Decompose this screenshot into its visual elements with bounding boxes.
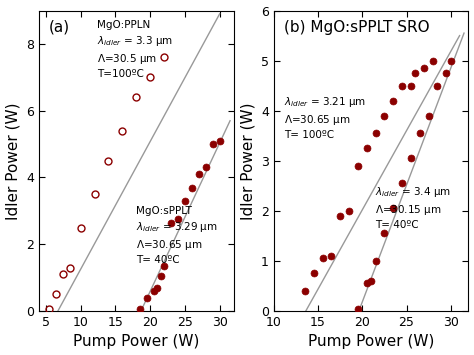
Y-axis label: Idler Power (W): Idler Power (W)	[240, 102, 255, 219]
Text: MgO:sPPLT
$\lambda_{idler}$ = 3.29 μm
$\Lambda$=30.65 μm
T= 40ºC: MgO:sPPLT $\lambda_{idler}$ = 3.29 μm $\…	[136, 206, 218, 265]
X-axis label: Pump Power (W): Pump Power (W)	[308, 334, 434, 349]
Text: $\lambda_{idler}$ = 3.4 μm
$\Lambda$=30.15 μm
T= 40ºC: $\lambda_{idler}$ = 3.4 μm $\Lambda$=30.…	[375, 185, 451, 230]
Text: (a): (a)	[49, 20, 70, 34]
Text: MgO:PPLN
$\lambda_{idler}$ = 3.3 μm
$\Lambda$=30.5 μm
T=100ºC: MgO:PPLN $\lambda_{idler}$ = 3.3 μm $\La…	[97, 20, 173, 79]
Text: $\lambda_{idler}$ = 3.21 μm
$\Lambda$=30.65 μm
T= 100ºC: $\lambda_{idler}$ = 3.21 μm $\Lambda$=30…	[283, 95, 365, 140]
Y-axis label: Idler Power (W): Idler Power (W)	[6, 102, 20, 219]
X-axis label: Pump Power (W): Pump Power (W)	[73, 334, 200, 349]
Text: (b) MgO:sPPLT SRO: (b) MgO:sPPLT SRO	[283, 20, 429, 34]
